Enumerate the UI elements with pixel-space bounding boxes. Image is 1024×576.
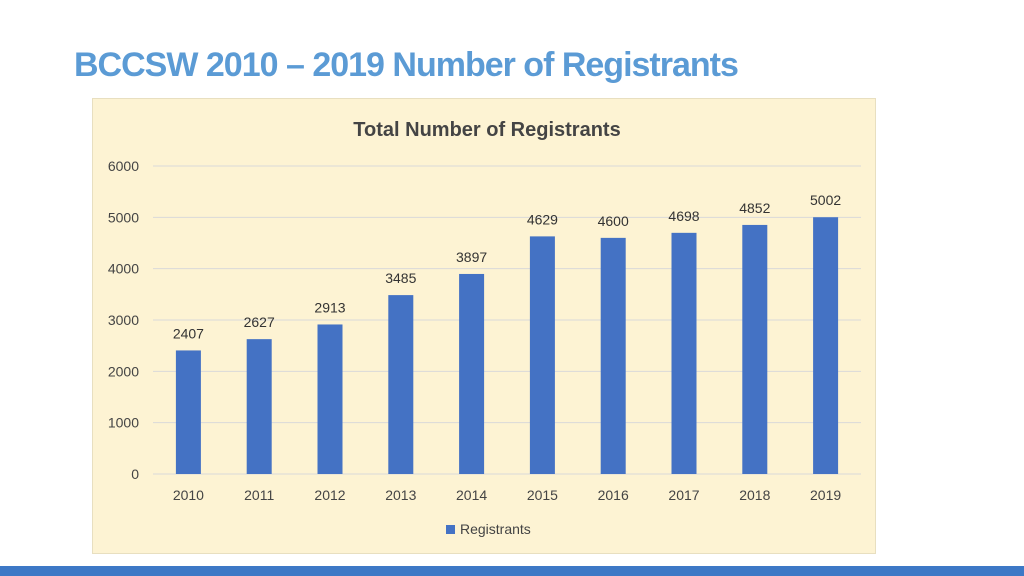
y-axis-ticks: 0 1000 2000 3000 4000 5000 6000 <box>108 158 139 482</box>
x-tick-label: 2011 <box>244 487 274 503</box>
data-label: 5002 <box>810 192 841 208</box>
bar <box>742 224 768 474</box>
legend: Registrants <box>446 521 531 537</box>
data-label: 4698 <box>668 208 699 224</box>
bottom-accent-bar <box>0 566 1024 576</box>
data-label: 2407 <box>173 325 204 341</box>
bar <box>317 324 343 474</box>
x-axis-ticks: 2010 2011 2012 2013 2014 2015 2016 2017 2018 2019 <box>173 487 842 503</box>
y-tick-label: 4000 <box>108 261 139 277</box>
bar <box>671 232 697 474</box>
x-tick-label: 2016 <box>598 487 629 503</box>
x-tick-label: 2013 <box>385 487 416 503</box>
chart-panel: Total Number of Registrants 0 1000 2000 300… <box>92 98 876 554</box>
bar <box>529 236 555 474</box>
x-tick-label: 2017 <box>668 487 699 503</box>
x-tick-label: 2010 <box>173 487 204 503</box>
data-label: 4852 <box>739 200 770 216</box>
bars <box>175 217 839 475</box>
data-label: 2913 <box>314 299 345 315</box>
legend-swatch <box>446 525 455 534</box>
bar-chart: Total Number of Registrants 0 1000 2000 300… <box>108 119 861 537</box>
bar <box>175 350 201 474</box>
chart-title: Total Number of Registrants <box>353 119 620 141</box>
bar <box>813 217 839 475</box>
data-label: 3897 <box>456 249 487 265</box>
data-label: 4600 <box>598 213 629 229</box>
y-tick-label: 6000 <box>108 158 139 174</box>
bar <box>388 295 414 474</box>
x-tick-label: 2019 <box>810 487 841 503</box>
legend-label: Registrants <box>460 521 531 537</box>
y-tick-label: 2000 <box>108 363 139 379</box>
y-tick-label: 5000 <box>108 209 139 225</box>
y-tick-label: 3000 <box>108 312 139 328</box>
x-tick-label: 2015 <box>527 487 558 503</box>
data-label: 4629 <box>527 211 558 227</box>
data-label: 2627 <box>244 314 275 330</box>
page-title: BCCSW 2010 – 2019 Number of Registrants <box>74 46 739 84</box>
y-tick-label: 0 <box>131 466 139 482</box>
y-tick-label: 1000 <box>108 415 139 431</box>
bar <box>246 339 272 474</box>
x-tick-label: 2018 <box>739 487 770 503</box>
data-label: 3485 <box>385 270 416 286</box>
data-labels: 2407 2627 2913 3485 3897 4629 4600 4698 4852 5002 <box>173 192 842 341</box>
bar <box>459 273 485 474</box>
bar <box>600 237 626 474</box>
x-tick-label: 2014 <box>456 487 487 503</box>
x-tick-label: 2012 <box>314 487 345 503</box>
